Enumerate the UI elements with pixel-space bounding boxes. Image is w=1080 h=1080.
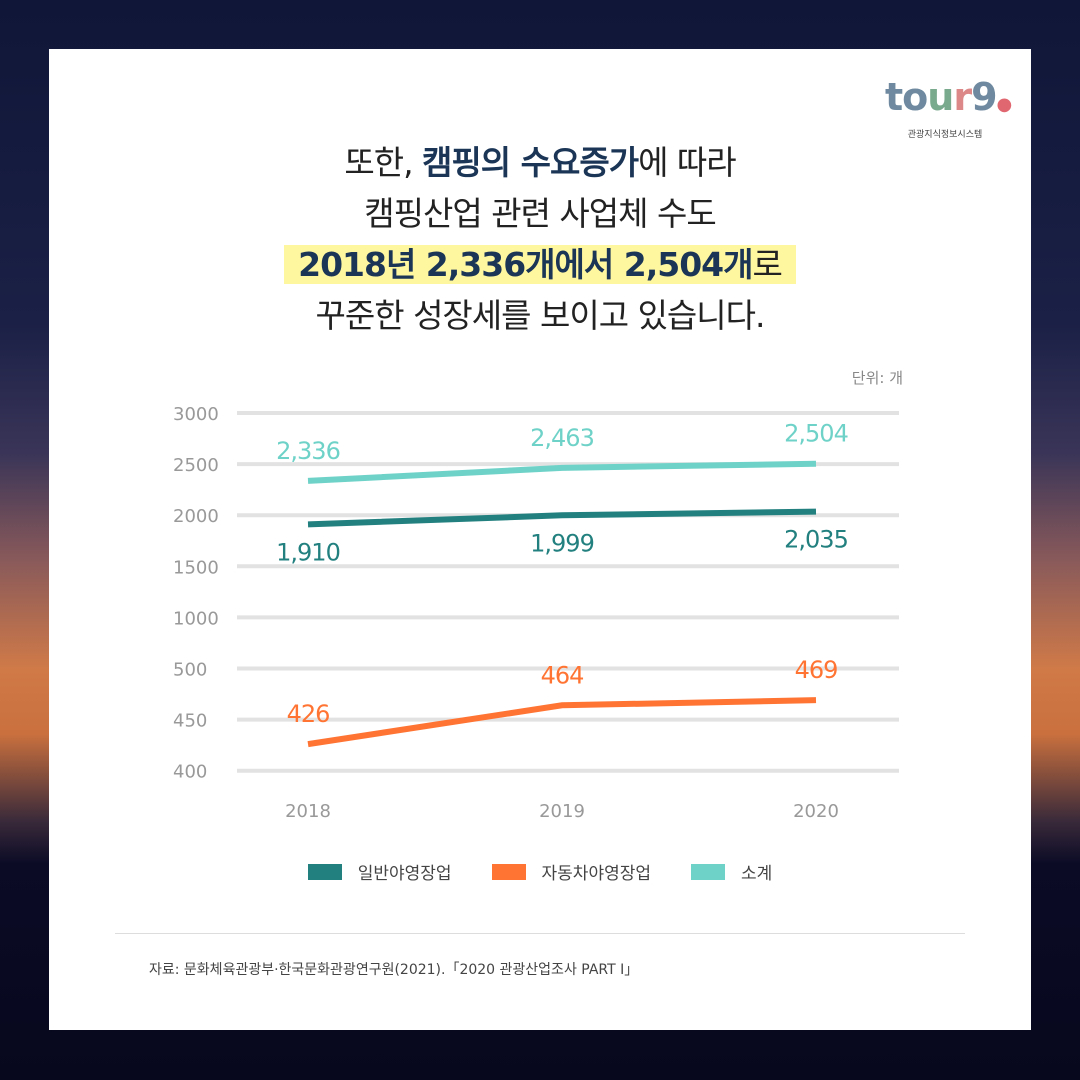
headline-line4: 꾸준한 성장세를 보이고 있습니다. <box>315 296 766 335</box>
line-chart: 3000 2500 2000 1500 1000 500 450 400 2018 2019 202… <box>173 404 899 822</box>
legend-label: 일반야영장업 <box>357 864 452 884</box>
logo: tour9● 관광지식정보시스템 <box>885 75 1012 140</box>
data-label: 469 <box>795 656 838 684</box>
legend-item: 일반야영장업 <box>307 859 452 884</box>
data-label: 1,910 <box>276 538 340 566</box>
legend-label: 자동차야영장업 <box>541 864 652 884</box>
headline-line2: 캠핑산업 관련 사업체 수도 <box>364 194 716 233</box>
source-note: 자료: 문화체육관광부·한국문화관광연구원(2021).「2020 관광산업조사… <box>149 962 639 978</box>
legend-swatch <box>691 863 726 880</box>
data-label: 2,336 <box>276 437 340 465</box>
data-label: 426 <box>287 700 330 728</box>
divider <box>115 933 965 934</box>
legend-swatch <box>491 863 526 880</box>
highlight-suffix: 로 <box>752 245 783 284</box>
legend-item: 자동차야영장업 <box>491 859 652 884</box>
legend-swatch <box>307 863 342 880</box>
headline-highlight: 2018년 2,336개에서 2,504개로 <box>284 245 796 284</box>
legend: 일반야영장업 자동차야영장업 소계 <box>49 859 1031 884</box>
y-tick-label: 400 <box>173 762 207 783</box>
infographic-card: tour9● 관광지식정보시스템 또한, 캠핑의 수요증가에 따라 캠핑산업 관… <box>49 49 1031 1030</box>
data-label: 2,504 <box>784 420 848 448</box>
data-label: 1,999 <box>530 529 594 557</box>
headline-text: 또한, <box>344 143 423 182</box>
y-tick-label: 1500 <box>173 557 219 578</box>
data-label: 2,463 <box>530 424 594 452</box>
y-tick-label: 3000 <box>173 404 219 425</box>
y-tick-label: 450 <box>173 711 207 732</box>
x-tick-label: 2020 <box>793 801 839 822</box>
logo-subtitle: 관광지식정보시스템 <box>907 130 983 140</box>
data-label: 464 <box>541 661 584 689</box>
legend-item: 소계 <box>691 859 772 884</box>
y-tick-label: 1000 <box>173 608 219 629</box>
headline-text: 에 따라 <box>638 143 737 182</box>
x-tick-label: 2018 <box>285 801 331 822</box>
y-tick-label: 500 <box>173 660 207 681</box>
highlight-text: 2018년 2,336개에서 2,504개 <box>298 245 753 284</box>
y-tick-label: 2500 <box>173 455 219 476</box>
x-tick-label: 2019 <box>539 801 585 822</box>
headline-emphasis: 캠핑의 수요증가 <box>422 143 639 182</box>
series-line <box>307 697 817 748</box>
series-line <box>307 460 817 484</box>
logo-mark: tour9● <box>885 75 1012 119</box>
y-tick-label: 2000 <box>173 506 219 527</box>
headline: 또한, 캠핑의 수요증가에 따라 캠핑산업 관련 사업체 수도 2018년 2,… <box>49 137 1031 341</box>
data-label: 2,035 <box>784 526 848 554</box>
legend-label: 소계 <box>741 864 773 884</box>
series-line <box>307 508 817 528</box>
unit-label: 단위: 개 <box>851 369 903 387</box>
